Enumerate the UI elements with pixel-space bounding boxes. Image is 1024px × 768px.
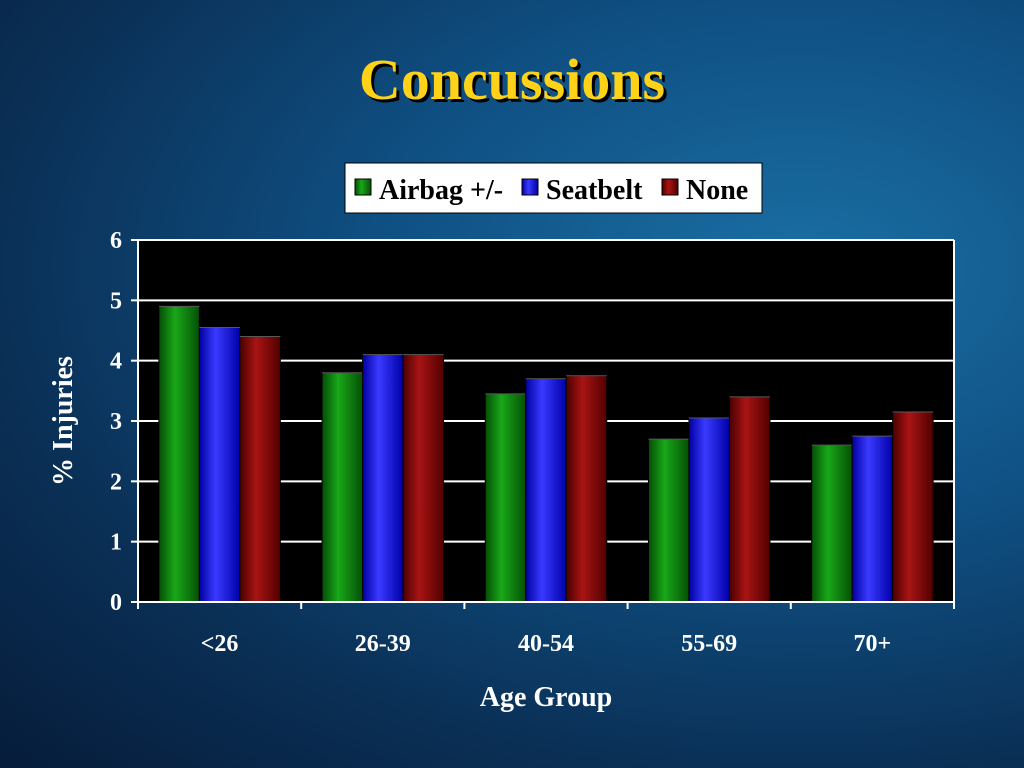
x-tick-label: 55-69 bbox=[681, 631, 737, 657]
legend-swatch-none bbox=[661, 178, 679, 196]
x-tick-label: 70+ bbox=[854, 631, 892, 657]
legend-label-seatbelt: Seatbelt bbox=[546, 175, 643, 206]
bar-seatbelt-70 bbox=[851, 435, 894, 603]
legend-label-airbag: Airbag +/- bbox=[379, 175, 503, 206]
legend-box bbox=[344, 162, 763, 214]
bar-airbag-5569 bbox=[647, 438, 690, 603]
x-axis-title: Age Group bbox=[480, 682, 613, 713]
bar-none-4054 bbox=[565, 375, 608, 603]
x-tick-labels: <26 26-39 40-54 55-69 70+ bbox=[201, 631, 891, 657]
bar-seatbelt-4054 bbox=[525, 378, 567, 603]
x-tick-label: 40-54 bbox=[518, 631, 574, 657]
axes bbox=[131, 239, 955, 609]
x-tick-label: <26 bbox=[201, 631, 239, 657]
y-tick-label: 4 bbox=[110, 349, 122, 375]
bar-none-2639 bbox=[402, 354, 445, 603]
bar-none-70 bbox=[892, 411, 934, 603]
bar-airbag-26 bbox=[158, 305, 200, 603]
y-tick-label: 6 bbox=[110, 228, 122, 254]
bars bbox=[158, 305, 934, 603]
bar-airbag-4054 bbox=[484, 393, 527, 603]
y-tick-label: 2 bbox=[110, 469, 122, 495]
legend-swatch-airbag bbox=[354, 178, 372, 196]
bar-airbag-2639 bbox=[321, 372, 364, 603]
bar-none-5569 bbox=[728, 396, 771, 603]
y-tick-label: 3 bbox=[110, 409, 122, 435]
legend: Airbag +/- Seatbelt None bbox=[344, 162, 763, 214]
x-tick-label: 26-39 bbox=[355, 631, 411, 657]
bar-seatbelt-2639 bbox=[362, 354, 404, 603]
slide-title: Concussions bbox=[358, 47, 666, 112]
legend-label-none: None bbox=[686, 175, 748, 206]
y-tick-labels: 0 1 2 3 4 5 6 bbox=[110, 228, 122, 616]
y-tick-label: 0 bbox=[110, 590, 122, 616]
y-tick-label: 1 bbox=[110, 530, 122, 556]
bar-none-26 bbox=[239, 336, 281, 603]
legend-swatch-seatbelt bbox=[521, 178, 539, 196]
y-axis-title: % Injuries bbox=[48, 356, 79, 486]
y-tick-label: 5 bbox=[110, 288, 122, 314]
bar-seatbelt-5569 bbox=[688, 417, 730, 603]
bar-airbag-70 bbox=[811, 444, 853, 603]
bar-seatbelt-26 bbox=[198, 326, 241, 603]
